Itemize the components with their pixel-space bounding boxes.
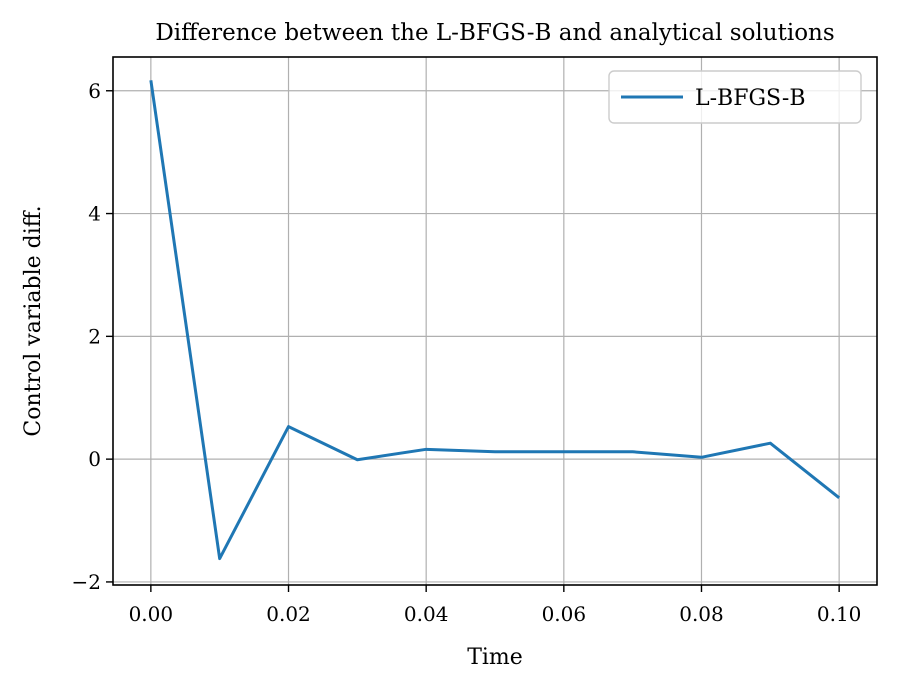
- x-tick-label: 0.04: [404, 602, 449, 626]
- x-tick-label: 0.02: [266, 602, 311, 626]
- series-line: [149, 80, 841, 561]
- plot-frame: [112, 56, 878, 586]
- legend-label: L-BFGS-B: [695, 86, 806, 111]
- y-tick-label: −2: [72, 570, 101, 594]
- x-tick-label: 0.00: [129, 602, 174, 626]
- axis-ticks: 0.00 0.02 0.04 0.06 0.08 0.10 −2 0 2 4 6: [72, 79, 862, 626]
- x-tick-label: 0.06: [542, 602, 587, 626]
- x-axis-label: Time: [467, 645, 523, 670]
- y-tick-label: 2: [88, 324, 101, 348]
- x-tick-label: 0.10: [817, 602, 862, 626]
- y-tick-label: 4: [88, 202, 101, 226]
- y-tick-label: 6: [88, 79, 101, 103]
- x-tick-label: 0.08: [679, 602, 724, 626]
- series-layer: [149, 80, 841, 561]
- y-axis-label: Control variable diff.: [21, 205, 46, 436]
- legend: L-BFGS-B: [608, 70, 862, 124]
- legend-box: [608, 70, 862, 124]
- y-tick-label: 0: [88, 447, 101, 471]
- chart-title: Difference between the L-BFGS-B and anal…: [155, 20, 834, 46]
